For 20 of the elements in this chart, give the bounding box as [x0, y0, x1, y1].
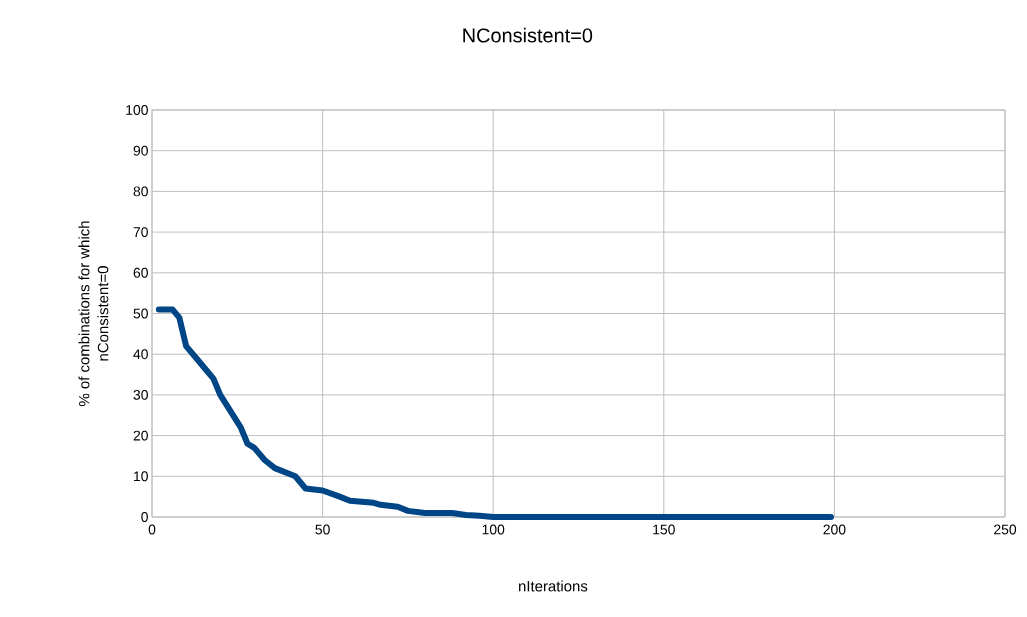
y-tick-label: 60: [133, 267, 148, 278]
x-tick-label: 150: [653, 524, 675, 535]
y-tick-label: 100: [126, 105, 148, 115]
y-tick-label: 20: [133, 430, 148, 441]
y-tick-label: 80: [133, 186, 148, 197]
x-tick-label: 200: [823, 524, 846, 535]
y-tick-label: 40: [133, 349, 148, 360]
y-tick-label: 30: [133, 389, 148, 400]
y-tick-label: 50: [133, 308, 148, 319]
x-tick-label: 250: [994, 524, 1017, 535]
y-tick-label: 70: [133, 227, 148, 238]
y-tick-label: 90: [133, 145, 148, 156]
y-tick-label: 0: [141, 512, 148, 522]
chart-title: NConsistent=0: [463, 27, 593, 43]
y-tick-label: 10: [134, 471, 148, 482]
y-axis-title: % of combinations for which nConsistent=0: [78, 221, 109, 406]
x-axis-title: nIterations: [519, 580, 588, 592]
x-tick-label: 0: [148, 524, 156, 535]
x-tick-label: 100: [482, 524, 505, 535]
x-tick-label: 50: [315, 524, 330, 535]
